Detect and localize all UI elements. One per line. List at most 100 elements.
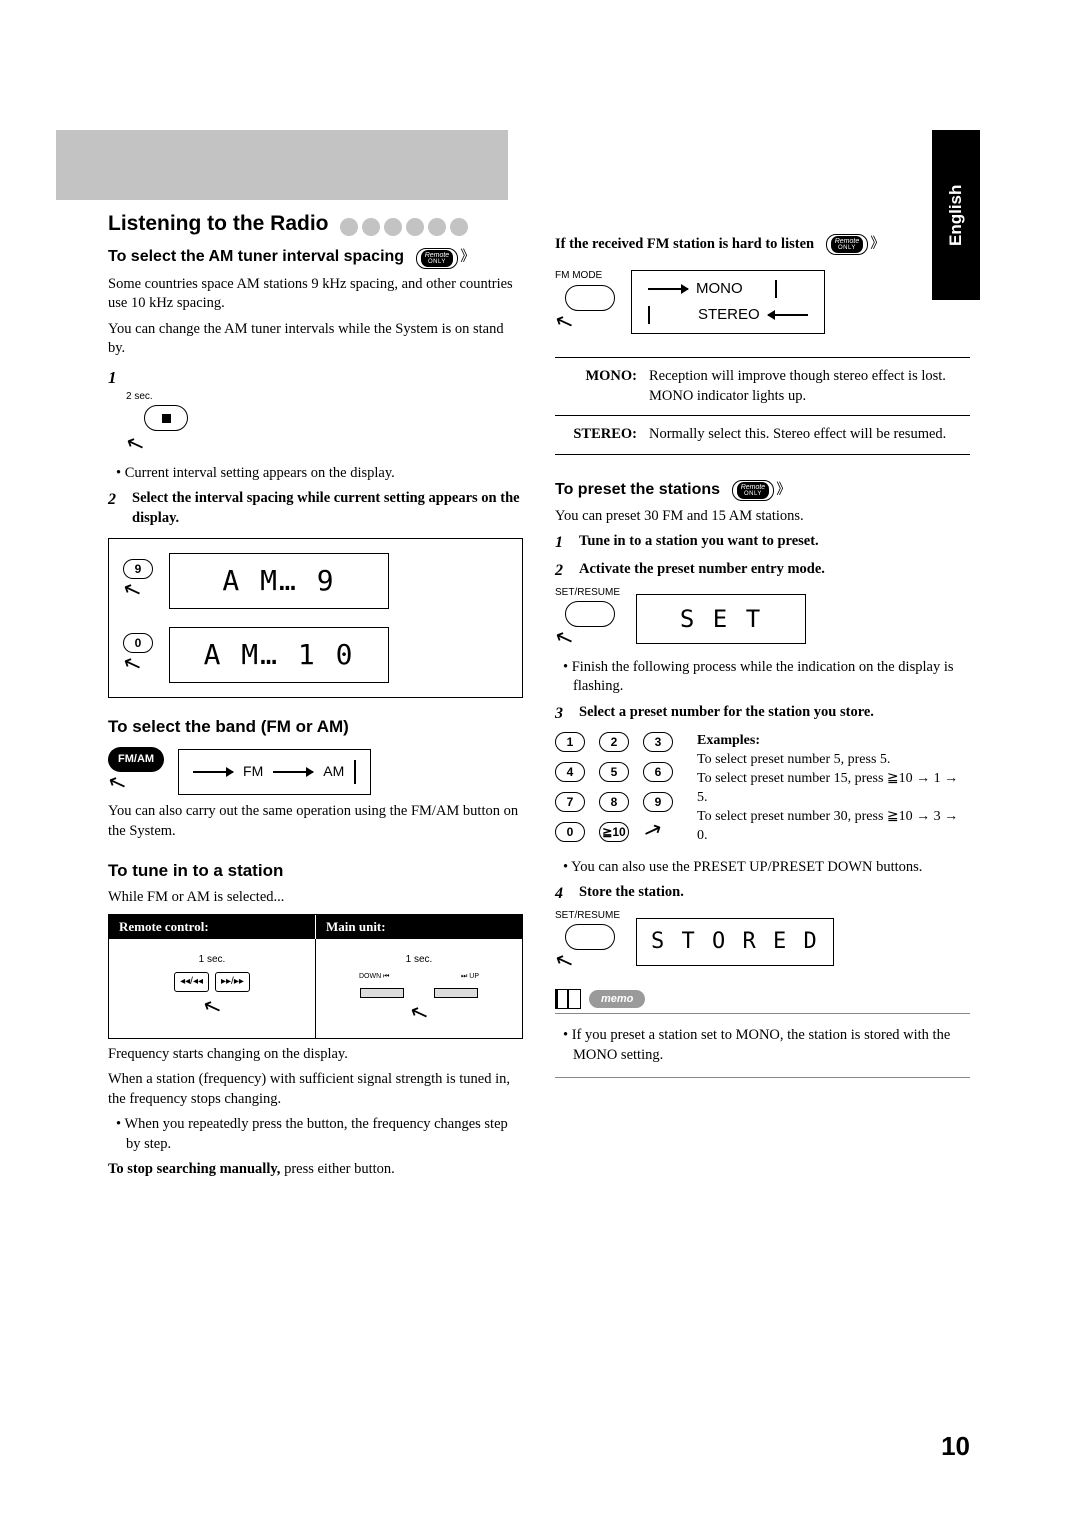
section-heading-interval: To select the AM tuner interval spacing bbox=[108, 246, 404, 268]
key-7-icon: 7 bbox=[555, 792, 585, 812]
up-button-icon bbox=[434, 988, 478, 998]
text: Some countries space AM stations 9 kHz s… bbox=[108, 275, 523, 314]
text: Current interval setting appears on the … bbox=[126, 464, 523, 484]
header-grey-bar bbox=[56, 130, 508, 200]
page-content: Listening to the Radio To select the AM … bbox=[108, 210, 970, 1428]
prev-button-icon: ◂◂/◂◂ bbox=[174, 972, 209, 992]
set-resume-label: SET/RESUME bbox=[555, 909, 620, 923]
step-text: Select a preset number for the station y… bbox=[579, 703, 970, 725]
step-text: Activate the preset number entry mode. bbox=[579, 560, 970, 582]
definition: Normally select this. Stereo effect will… bbox=[649, 425, 966, 445]
text: While FM or AM is selected... bbox=[108, 888, 523, 908]
section-heading-band: To select the band (FM or AM) bbox=[108, 716, 523, 739]
hold-label: 1 sec. bbox=[406, 953, 433, 967]
finger-press-icon: ↖ bbox=[552, 625, 577, 652]
key-1-icon: 1 bbox=[555, 732, 585, 752]
remote-only-badge: RemoteONLY 》 bbox=[732, 480, 791, 501]
text: Finish the following process while the i… bbox=[573, 658, 970, 697]
text: MONO bbox=[696, 279, 743, 299]
left-column: Listening to the Radio To select the AM … bbox=[108, 210, 523, 1428]
lcd-display: A M… 1 0 bbox=[169, 627, 389, 683]
step-text: Select the interval spacing while curren… bbox=[132, 489, 523, 528]
section-heading-tune: To tune in to a station bbox=[108, 860, 523, 883]
finger-press-icon: ↖ bbox=[105, 769, 130, 796]
lcd-display: S E T bbox=[636, 594, 806, 644]
main-unit-cell: 1 sec. DOWN ⏮ ⏭ UP ↖ bbox=[316, 939, 522, 1038]
definition: Reception will improve though stereo eff… bbox=[649, 367, 966, 406]
stop-button-icon bbox=[144, 405, 188, 431]
page-number: 10 bbox=[941, 1431, 970, 1462]
lcd-display: S T O R E D bbox=[636, 918, 834, 966]
finger-press-icon: ↖ bbox=[552, 308, 577, 335]
fm-mode-label: FM MODE bbox=[555, 269, 615, 283]
remote-only-badge: RemoteONLY 》 bbox=[826, 234, 885, 255]
set-resume-label: SET/RESUME bbox=[555, 586, 620, 600]
remote-control-cell: 1 sec. ◂◂/◂◂ ▸▸/▸▸ ↖ bbox=[109, 939, 316, 1038]
finger-press-icon: ↖ bbox=[120, 577, 145, 604]
key-6-icon: 6 bbox=[643, 762, 673, 782]
section-heading-preset: To preset the stations bbox=[555, 479, 720, 501]
fm-am-button-icon: FM/AM bbox=[108, 747, 164, 772]
key-5-icon: 5 bbox=[599, 762, 629, 782]
term: MONO: bbox=[559, 367, 637, 406]
remote-only-badge: RemoteONLY 》 bbox=[416, 248, 475, 269]
finger-press-icon: ↖ bbox=[407, 999, 432, 1026]
band-cycle-diagram: FM AM bbox=[178, 749, 371, 795]
finger-press-icon: ↗ bbox=[640, 817, 679, 849]
text: Frequency starts changing on the display… bbox=[108, 1045, 523, 1065]
text: You can preset 30 FM and 15 AM stations. bbox=[555, 507, 970, 527]
finger-press-icon: ↖ bbox=[552, 948, 577, 975]
step-text: Tune in to a station you want to preset. bbox=[579, 532, 970, 554]
text: When a station (frequency) with sufficie… bbox=[108, 1070, 523, 1109]
key-8-icon: 8 bbox=[599, 792, 629, 812]
text: To select preset number 5, press 5. bbox=[697, 751, 970, 770]
key-9-icon: 9 bbox=[123, 559, 153, 579]
examples-block: Examples: To select preset number 5, pre… bbox=[697, 732, 970, 845]
memo-label: memo bbox=[589, 990, 645, 1009]
page-title: Listening to the Radio bbox=[108, 210, 329, 238]
key-gte10-icon: ≧10 bbox=[599, 822, 629, 842]
lcd-display: A M… 9 bbox=[169, 553, 389, 609]
tune-table: Remote control: Main unit: 1 sec. ◂◂/◂◂ … bbox=[108, 914, 523, 1038]
table-header: Main unit: bbox=[316, 915, 522, 939]
key-3-icon: 3 bbox=[643, 732, 673, 752]
key-2-icon: 2 bbox=[599, 732, 629, 752]
step-number: 3 bbox=[555, 703, 573, 725]
mono-stereo-cycle: MONO STEREO bbox=[631, 270, 825, 335]
finger-press-icon: ↖ bbox=[120, 650, 145, 677]
text: AM bbox=[323, 762, 344, 781]
text: You can change the AM tuner intervals wh… bbox=[108, 320, 523, 359]
key-0-icon: 0 bbox=[555, 822, 585, 842]
number-keypad: 1 2 3 4 5 6 7 8 9 0 ≧10 ↗ bbox=[555, 732, 677, 844]
text: To select preset number 15, press ≧10 → … bbox=[697, 770, 970, 808]
definitions-table: MONO: Reception will improve though ster… bbox=[555, 357, 970, 455]
text: You can also use the PRESET UP/PRESET DO… bbox=[573, 858, 970, 878]
text: You can also carry out the same operatio… bbox=[108, 802, 523, 841]
examples-title: Examples: bbox=[697, 732, 970, 751]
key-4-icon: 4 bbox=[555, 762, 585, 782]
down-button-icon bbox=[360, 988, 404, 998]
text: STEREO bbox=[698, 305, 760, 325]
display-figure: 9 ↖ A M… 9 0 ↖ A M… 1 0 bbox=[108, 538, 523, 698]
section-heading-fm-hard: If the received FM station is hard to li… bbox=[555, 236, 814, 252]
term: STEREO: bbox=[559, 425, 637, 445]
step-number: 2 bbox=[108, 489, 126, 528]
text: To select preset number 30, press ≧10 → … bbox=[697, 808, 970, 846]
fm-mode-button-icon bbox=[565, 285, 615, 311]
text: If you preset a station set to MONO, the… bbox=[573, 1026, 970, 1065]
set-resume-button-icon bbox=[565, 924, 615, 950]
hold-label: 1 sec. bbox=[199, 953, 226, 967]
key-9-icon: 9 bbox=[643, 792, 673, 812]
text: ⏭ UP bbox=[461, 972, 479, 981]
step-number: 1 bbox=[108, 367, 523, 390]
step-number: 1 bbox=[555, 532, 573, 554]
hold-label: 2 sec. bbox=[126, 390, 523, 404]
step-number: 4 bbox=[555, 883, 573, 905]
text: To stop searching manually, press either… bbox=[108, 1160, 523, 1180]
text: DOWN ⏮ bbox=[359, 972, 389, 981]
set-resume-button-icon bbox=[565, 601, 615, 627]
right-column: If the received FM station is hard to li… bbox=[555, 210, 970, 1428]
step-text: Store the station. bbox=[579, 883, 970, 905]
finger-press-icon: ↖ bbox=[200, 993, 225, 1020]
book-icon bbox=[555, 989, 581, 1009]
